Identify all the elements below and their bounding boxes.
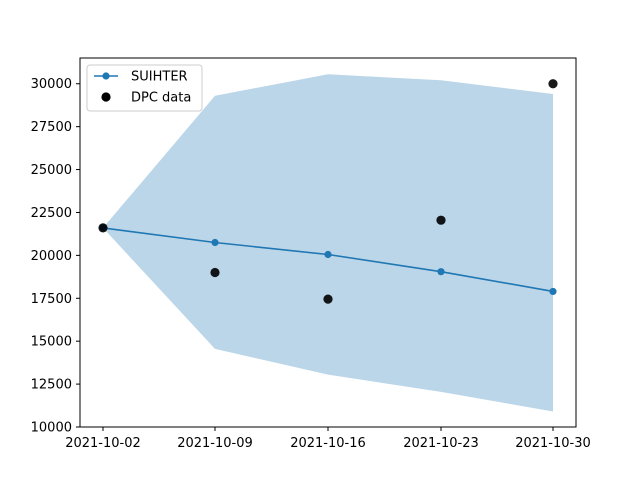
suihter-point [549,287,557,296]
y-tick-label: 30000 [31,77,72,92]
y-tick-label: 20000 [31,249,72,264]
dpc-data-point [548,79,558,89]
confidence-band [103,74,553,412]
suihter-point [324,250,332,259]
dpc-data-point [98,223,108,233]
y-tick-label: 15000 [31,335,72,350]
legend-line-marker [102,72,110,80]
dpc-data-point [210,267,220,278]
axes-layer: 10000 12500 15000 17500 20000 22500 25000 27500… [31,57,591,451]
series-line-layer [99,224,557,296]
scatter-layer [98,79,558,304]
suihter-point [437,268,445,276]
x-tick-label: 2021-10-30 [515,436,591,451]
y-tick-label: 12500 [31,378,72,393]
confidence-band-layer [103,74,553,412]
y-tick-label: 27500 [31,120,72,135]
x-tick-label: 2021-10-09 [177,436,253,451]
y-tick-label: 22500 [31,206,72,221]
dpc-data-point [436,215,446,225]
suihter-point [211,238,219,247]
legend-scatter-marker [101,92,111,102]
y-tick-label: 17500 [31,292,72,307]
y-tick-label: 10000 [31,421,72,436]
y-tick-label: 25000 [31,163,72,178]
legend-label-suihter: SUIHTER [131,70,188,85]
dpc-data-point [323,294,333,304]
x-tick-label: 2021-10-16 [290,436,366,451]
x-tick-label: 2021-10-02 [65,436,141,451]
legend: SUIHTER DPC data [86,64,203,112]
x-tick-label: 2021-10-23 [403,436,479,451]
legend-label-dpc-data: DPC data [131,91,191,106]
